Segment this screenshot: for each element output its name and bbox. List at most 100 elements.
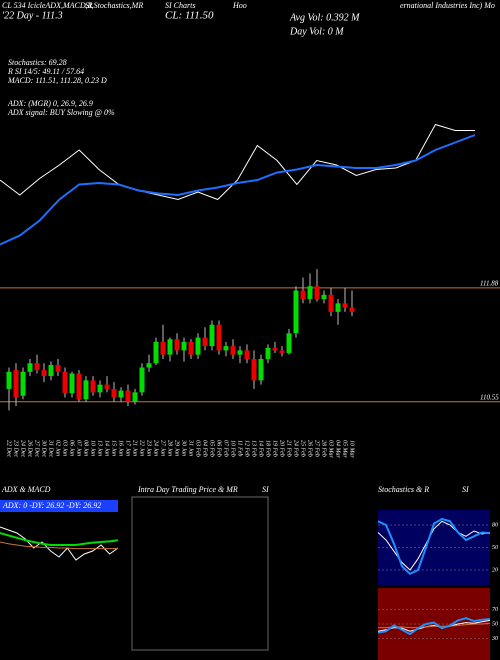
candle-body bbox=[160, 341, 166, 355]
x-tick-label: 16 Jan bbox=[118, 440, 124, 456]
candle-body bbox=[265, 347, 271, 359]
series-line bbox=[377, 617, 491, 636]
x-tick-label: 07 Jan bbox=[76, 440, 82, 456]
x-tick-label: 31 Jan bbox=[188, 439, 194, 456]
x-tick-label: 27 Dec bbox=[34, 440, 40, 457]
x-tick-label: 30 Dec bbox=[41, 439, 47, 457]
header-text: SI Charts bbox=[165, 1, 195, 10]
panel-title: ADX & MACD bbox=[1, 485, 51, 494]
candle-body bbox=[181, 341, 187, 351]
candle-body bbox=[251, 358, 257, 381]
x-tick-label: 08 Jan bbox=[83, 440, 89, 456]
x-tick-label: 02 Jan bbox=[55, 440, 61, 456]
y-tick-label: 30 bbox=[491, 636, 498, 642]
series-line bbox=[377, 520, 491, 571]
candle-body bbox=[97, 384, 103, 393]
x-tick-label: 24 Feb bbox=[293, 440, 300, 457]
series-line bbox=[0, 526, 119, 561]
x-tick-label: 22 Dec bbox=[6, 440, 12, 457]
panel-title: Stochastics & R bbox=[378, 485, 429, 494]
candle-body bbox=[279, 350, 285, 353]
y-tick-label: 50 bbox=[492, 545, 498, 551]
x-tick-label: 12 Feb bbox=[244, 440, 250, 457]
x-tick-label: 31 Dec bbox=[48, 439, 54, 457]
x-tick-label: 10 Feb bbox=[230, 440, 236, 457]
header-text: CL 534 IcicleADX,MACD,R bbox=[2, 1, 93, 10]
x-tick-label: 03 Mar bbox=[328, 440, 334, 458]
x-tick-label: 13 Feb bbox=[251, 440, 257, 457]
candle-body bbox=[90, 380, 96, 393]
x-tick-label: 03 Feb bbox=[195, 440, 201, 457]
x-tick-label: 25 Feb bbox=[300, 440, 306, 457]
candle-body bbox=[209, 324, 215, 347]
x-tick-label: 18 Feb bbox=[265, 440, 271, 457]
adx-signal: ADX signal: BUY Slowing @ 0% bbox=[7, 108, 115, 117]
adx-value: ADX: (MGR) 0, 26.9, 26.9 bbox=[7, 99, 93, 108]
candle-body bbox=[27, 363, 33, 372]
x-tick-label: 21 Jan bbox=[132, 440, 138, 456]
x-tick-label: 24 Dec bbox=[20, 440, 27, 457]
x-tick-label: 13 Jan bbox=[97, 440, 103, 456]
x-tick-label: 05 Mar bbox=[342, 440, 348, 458]
day-range: '22 Day - 111.3 bbox=[2, 10, 63, 21]
candle-body bbox=[244, 350, 250, 359]
panel-title: SI bbox=[262, 485, 269, 494]
candle-body bbox=[174, 339, 180, 351]
y-tick-label: 50 bbox=[492, 621, 498, 627]
candle-body bbox=[118, 390, 124, 398]
x-tick-label: 06 Feb bbox=[216, 440, 222, 457]
candle-body bbox=[20, 371, 26, 396]
stochastics-value: Stochastics: 69.28 bbox=[8, 58, 67, 67]
candle-body bbox=[6, 371, 12, 389]
y-tick-label: 80 bbox=[492, 522, 498, 528]
avg-volume: Avg Vol: 0.392 M bbox=[289, 12, 360, 23]
x-tick-label: 28 Jan bbox=[167, 440, 173, 456]
header-text: SI,Stochastics,MR bbox=[85, 1, 143, 10]
x-tick-label: 04 Feb bbox=[202, 440, 209, 457]
candle-body bbox=[286, 333, 292, 353]
candle-body bbox=[55, 364, 61, 372]
x-tick-label: 27 Jan bbox=[160, 440, 166, 456]
series-line bbox=[0, 532, 119, 546]
candle-body bbox=[258, 358, 264, 381]
x-tick-label: 17 Jan bbox=[125, 440, 131, 456]
x-tick-label: 14 Feb bbox=[258, 440, 265, 457]
y-tick-label: 20 bbox=[492, 567, 498, 573]
close-price: CL: 111.50 bbox=[165, 10, 214, 22]
x-tick-label: 10 Jan bbox=[90, 440, 96, 456]
day-volume: Day Vol: 0 M bbox=[289, 26, 344, 37]
x-tick-label: 26 Feb bbox=[307, 440, 313, 457]
candle-body bbox=[321, 294, 327, 300]
candle-body bbox=[139, 367, 145, 393]
candle-body bbox=[48, 364, 54, 377]
candle-body bbox=[34, 363, 40, 371]
candle-body bbox=[195, 337, 201, 355]
intraday-panel bbox=[131, 496, 269, 651]
series-line bbox=[0, 123, 475, 201]
x-tick-label: 15 Jan bbox=[111, 440, 117, 456]
candle-body bbox=[62, 371, 68, 394]
rsi-value: R SI 14/5: 49.11 / 57.64 bbox=[7, 67, 84, 76]
candle-body bbox=[342, 303, 348, 308]
candle-body bbox=[349, 307, 355, 312]
series-line bbox=[0, 541, 118, 550]
candle-body bbox=[13, 370, 19, 398]
x-tick-label: 05 Feb bbox=[209, 440, 215, 457]
x-tick-label: 19 Feb bbox=[272, 440, 278, 457]
series-line bbox=[0, 134, 476, 246]
candle-body bbox=[300, 290, 306, 300]
candle-body bbox=[230, 346, 236, 355]
x-tick-label: 11 Feb bbox=[237, 440, 243, 456]
candle-body bbox=[104, 384, 110, 389]
candle-body bbox=[314, 286, 320, 300]
adx-values: ADX: 0 -DY: 26.92 -DY: 26.92 bbox=[2, 501, 101, 510]
candle-body bbox=[41, 370, 47, 377]
x-tick-label: 21 Feb bbox=[286, 440, 292, 457]
x-tick-label: 24 Jan bbox=[153, 440, 160, 456]
y-tick-label: 110.55 bbox=[480, 393, 499, 401]
candle-body bbox=[237, 350, 243, 355]
candle-body bbox=[202, 337, 208, 347]
x-tick-label: 04 Mar bbox=[335, 440, 342, 458]
x-tick-label: 28 Feb bbox=[321, 440, 327, 457]
candle-body bbox=[69, 373, 75, 394]
